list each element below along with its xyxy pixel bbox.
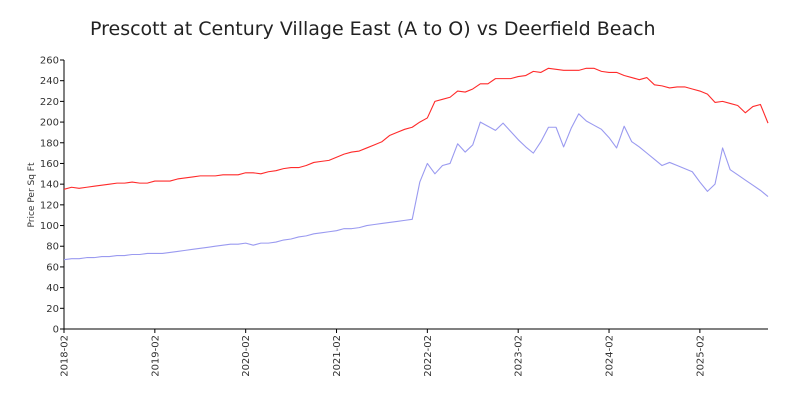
y-tick-label: 200 <box>40 118 59 129</box>
y-tick-label: 180 <box>40 138 59 149</box>
y-tick-label: 140 <box>40 180 59 191</box>
x-tick-label: 2021-02 <box>332 335 343 377</box>
y-tick-label: 240 <box>40 76 59 87</box>
series-line-1 <box>63 67 769 190</box>
y-tick-label: 220 <box>40 97 59 108</box>
y-tick-label: 120 <box>40 200 59 211</box>
x-tick-label: 2025-02 <box>695 335 706 377</box>
axes: 0 20 40 60 80 100 120 140 160 180 200 220 240 260 2018… <box>40 56 768 377</box>
y-tick-label: 100 <box>40 221 59 232</box>
x-tick-label: 2020-02 <box>241 335 252 377</box>
y-tick-label: 0 <box>53 325 59 336</box>
x-tick-label: 2022-02 <box>423 335 434 377</box>
y-tick-label: 40 <box>46 283 59 294</box>
y-tick-label: 80 <box>46 242 59 253</box>
x-tick-label: 2018-02 <box>60 335 71 377</box>
x-tick-label: 2023-02 <box>514 335 525 377</box>
y-axis-label: Price Per Sq Ft <box>27 162 37 227</box>
series-line-2 <box>63 113 769 261</box>
y-tick-label: 20 <box>46 304 59 315</box>
y-tick-label: 260 <box>40 56 59 67</box>
x-tick-label: 2024-02 <box>605 335 616 377</box>
y-tick-label: 160 <box>40 159 59 170</box>
y-tick-label: 60 <box>46 262 59 273</box>
x-tick-label: 2019-02 <box>150 335 161 377</box>
chart-title: Prescott at Century Village East (A to O… <box>90 18 656 40</box>
series-layer <box>63 67 769 261</box>
